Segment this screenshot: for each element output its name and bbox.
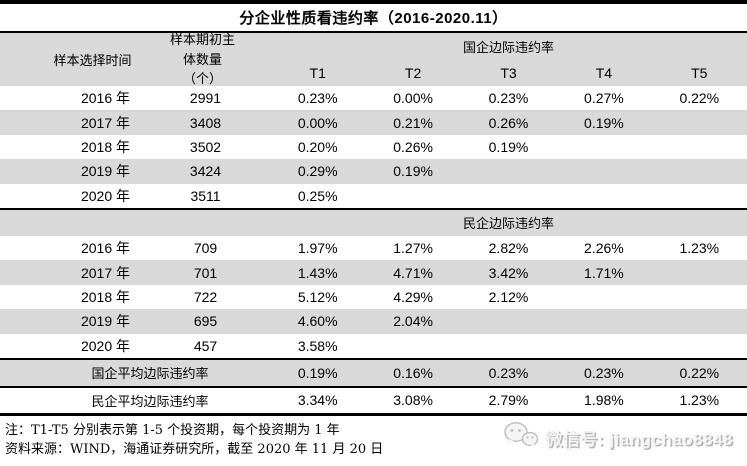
top-rule <box>0 0 747 4</box>
entity-count-cell: 2991 <box>189 90 222 107</box>
default-rate-cell-t5: 1.23% <box>679 240 720 257</box>
table-row: 2016 年 2991 0.23% 0.00% 0.23% 0.27% 0.22% <box>0 86 747 110</box>
summary-row: 民企平均边际违约率 3.34% 3.08% 2.79% 1.98% 1.23% <box>0 387 747 413</box>
default-rate-cell-t1: 3.34% <box>297 392 338 409</box>
entity-count-cell: 3502 <box>189 138 222 155</box>
footnote-definition: 注：T1-T5 分别表示第 1-5 个投资期，每个投资期为 1 年 <box>5 422 340 438</box>
year-cell: 2016 年 <box>80 90 131 107</box>
default-rate-cell-t4: 2.26% <box>584 240 624 257</box>
col-header-t4: T4 <box>595 65 613 81</box>
default-rate-cell-t1: 4.60% <box>297 313 338 330</box>
entity-count-cell: 3424 <box>189 163 222 180</box>
default-rate-cell-t1: 5.12% <box>297 288 338 305</box>
default-rate-cell-t1: 0.19% <box>297 364 338 381</box>
default-rate-cell-t2: 2.04% <box>393 313 433 330</box>
default-rate-cell-t5: 0.22% <box>679 364 720 381</box>
default-rate-cell-t2: 0.00% <box>393 90 433 107</box>
table-row: 2017 年 3408 0.00% 0.21% 0.26% 0.19% <box>0 110 747 135</box>
year-cell: 2019 年 <box>80 163 131 180</box>
default-rate-cell-t3: 0.19% <box>488 138 529 155</box>
default-rate-cell-t1: 1.43% <box>297 264 338 281</box>
default-rate-cell-t4: 0.19% <box>584 114 624 131</box>
year-cell: 2019 年 <box>80 313 131 330</box>
default-rate-cell-t1: 0.25% <box>297 187 338 204</box>
private-rows: 2016 年 709 1.97% 1.27% 2.82% 2.26% 1.23% 2017 年… <box>0 236 747 358</box>
default-rate-cell-t1: 0.20% <box>297 138 338 155</box>
table-row: 2019 年 695 4.60% 2.04% <box>0 309 747 334</box>
default-rate-cell-t2: 0.16% <box>393 364 433 381</box>
table-header: 样本选择时间 样本期初主体数量 （个） 国企边际违约率 T1 T2 T3 T4 … <box>0 30 747 89</box>
default-rate-cell-t1: 0.23% <box>297 90 338 107</box>
default-rate-cell-t4: 0.27% <box>584 90 624 107</box>
year-cell: 2016 年 <box>80 240 131 257</box>
entity-count-cell: 695 <box>193 313 218 330</box>
default-rate-cell-t3: 0.23% <box>488 90 529 107</box>
entity-count-cell: 701 <box>193 264 218 281</box>
entity-count-cell: 3511 <box>190 187 221 204</box>
default-rate-cell-t3: 2.12% <box>488 288 529 305</box>
col-header-entity-count-line1: 样本期初主体数量 <box>169 32 235 67</box>
summary-row-label: 民企平均边际违约率 <box>91 393 209 409</box>
table-row: 2018 年 3502 0.20% 0.26% 0.19% <box>0 135 747 159</box>
table-row: 2016 年 709 1.97% 1.27% 2.82% 2.26% 1.23% <box>0 236 747 260</box>
default-rate-cell-t4: 1.71% <box>584 264 624 281</box>
section-band-private: 民企边际违约率 <box>0 207 747 236</box>
year-cell: 2020 年 <box>80 187 131 204</box>
default-rate-cell-t4: 1.98% <box>584 392 624 409</box>
default-rate-cell-t2: 3.08% <box>393 392 433 409</box>
col-header-entity-count: 样本期初主体数量 （个） <box>165 30 270 89</box>
default-rate-cell-t2: 0.21% <box>393 114 433 131</box>
entity-count-cell: 457 <box>193 337 218 354</box>
col-header-t3: T3 <box>500 65 517 81</box>
default-rate-cell-t3: 2.79% <box>488 392 529 409</box>
default-rate-cell-t1: 0.29% <box>297 163 338 180</box>
col-header-t1: T1 <box>309 65 326 81</box>
default-rate-cell-t2: 1.27% <box>393 240 433 257</box>
col-header-entity-count-line2: （个） <box>182 71 222 87</box>
default-rate-cell-t1: 3.58% <box>297 337 338 354</box>
year-cell: 2018 年 <box>80 288 131 305</box>
default-rate-cell-t2: 0.19% <box>393 163 433 180</box>
default-rate-cell-t2: 0.26% <box>393 138 433 155</box>
year-cell: 2017 年 <box>80 114 131 131</box>
default-rate-cell-t3: 3.42% <box>488 264 529 281</box>
summary-row: 国企平均边际违约率 0.19% 0.16% 0.23% 0.23% 0.22% <box>0 357 747 388</box>
col-header-sample-time: 样本选择时间 <box>53 53 132 68</box>
table-row: 2018 年 722 5.12% 4.29% 2.12% <box>0 285 747 309</box>
footnotes: 注：T1-T5 分别表示第 1-5 个投资期，每个投资期为 1 年 资料来源：W… <box>0 422 747 460</box>
default-rate-cell-t3: 0.23% <box>488 364 529 381</box>
year-cell: 2018 年 <box>80 138 131 155</box>
default-rate-cell-t5: 1.23% <box>679 392 720 409</box>
entity-count-cell: 709 <box>193 240 218 257</box>
default-rate-cell-t2: 4.71% <box>393 264 433 281</box>
table-row: 2019 年 3424 0.29% 0.19% <box>0 159 747 184</box>
col-header-t5: T5 <box>691 65 708 81</box>
bottom-rule <box>0 412 747 416</box>
footnote-source: 资料来源：WIND，海通证券研究所，截至 2020 年 11 月 20 日 <box>5 441 384 457</box>
default-rate-cell-t2: 4.29% <box>393 288 433 305</box>
figure-title: 分企业性质看违约率（2016-2020.11） <box>0 4 747 33</box>
year-cell: 2020 年 <box>80 337 131 354</box>
table-row: 2017 年 701 1.43% 4.71% 3.42% 1.71% <box>0 260 747 285</box>
group-header-private-marginal-default-rate: 民企边际违约率 <box>462 216 554 232</box>
table-row: 2020 年 457 3.58% <box>0 334 747 358</box>
year-cell: 2017 年 <box>80 264 131 281</box>
col-header-t2: T2 <box>404 65 422 81</box>
table-row: 2020 年 3511 0.25% <box>0 184 747 208</box>
default-rate-cell-t3: 2.82% <box>488 240 529 257</box>
default-rate-cell-t1: 1.97% <box>297 240 338 257</box>
group-header-soe-marginal-default-rate: 国企边际违约率 <box>462 40 554 55</box>
summary-rows: 国企平均边际违约率 0.19% 0.16% 0.23% 0.23% 0.22% 民企平均边际… <box>0 357 747 413</box>
default-rate-cell-t5: 0.22% <box>679 90 720 107</box>
default-rate-cell-t4: 0.23% <box>584 364 624 381</box>
default-rate-cell-t1: 0.00% <box>297 114 338 131</box>
default-rate-cell-t3: 0.26% <box>488 114 529 131</box>
entity-count-cell: 3408 <box>189 114 222 131</box>
soe-rows: 2016 年 2991 0.23% 0.00% 0.23% 0.27% 0.22% 2017 … <box>0 86 747 208</box>
summary-row-label: 国企平均边际违约率 <box>91 366 209 382</box>
entity-count-cell: 722 <box>193 288 218 305</box>
